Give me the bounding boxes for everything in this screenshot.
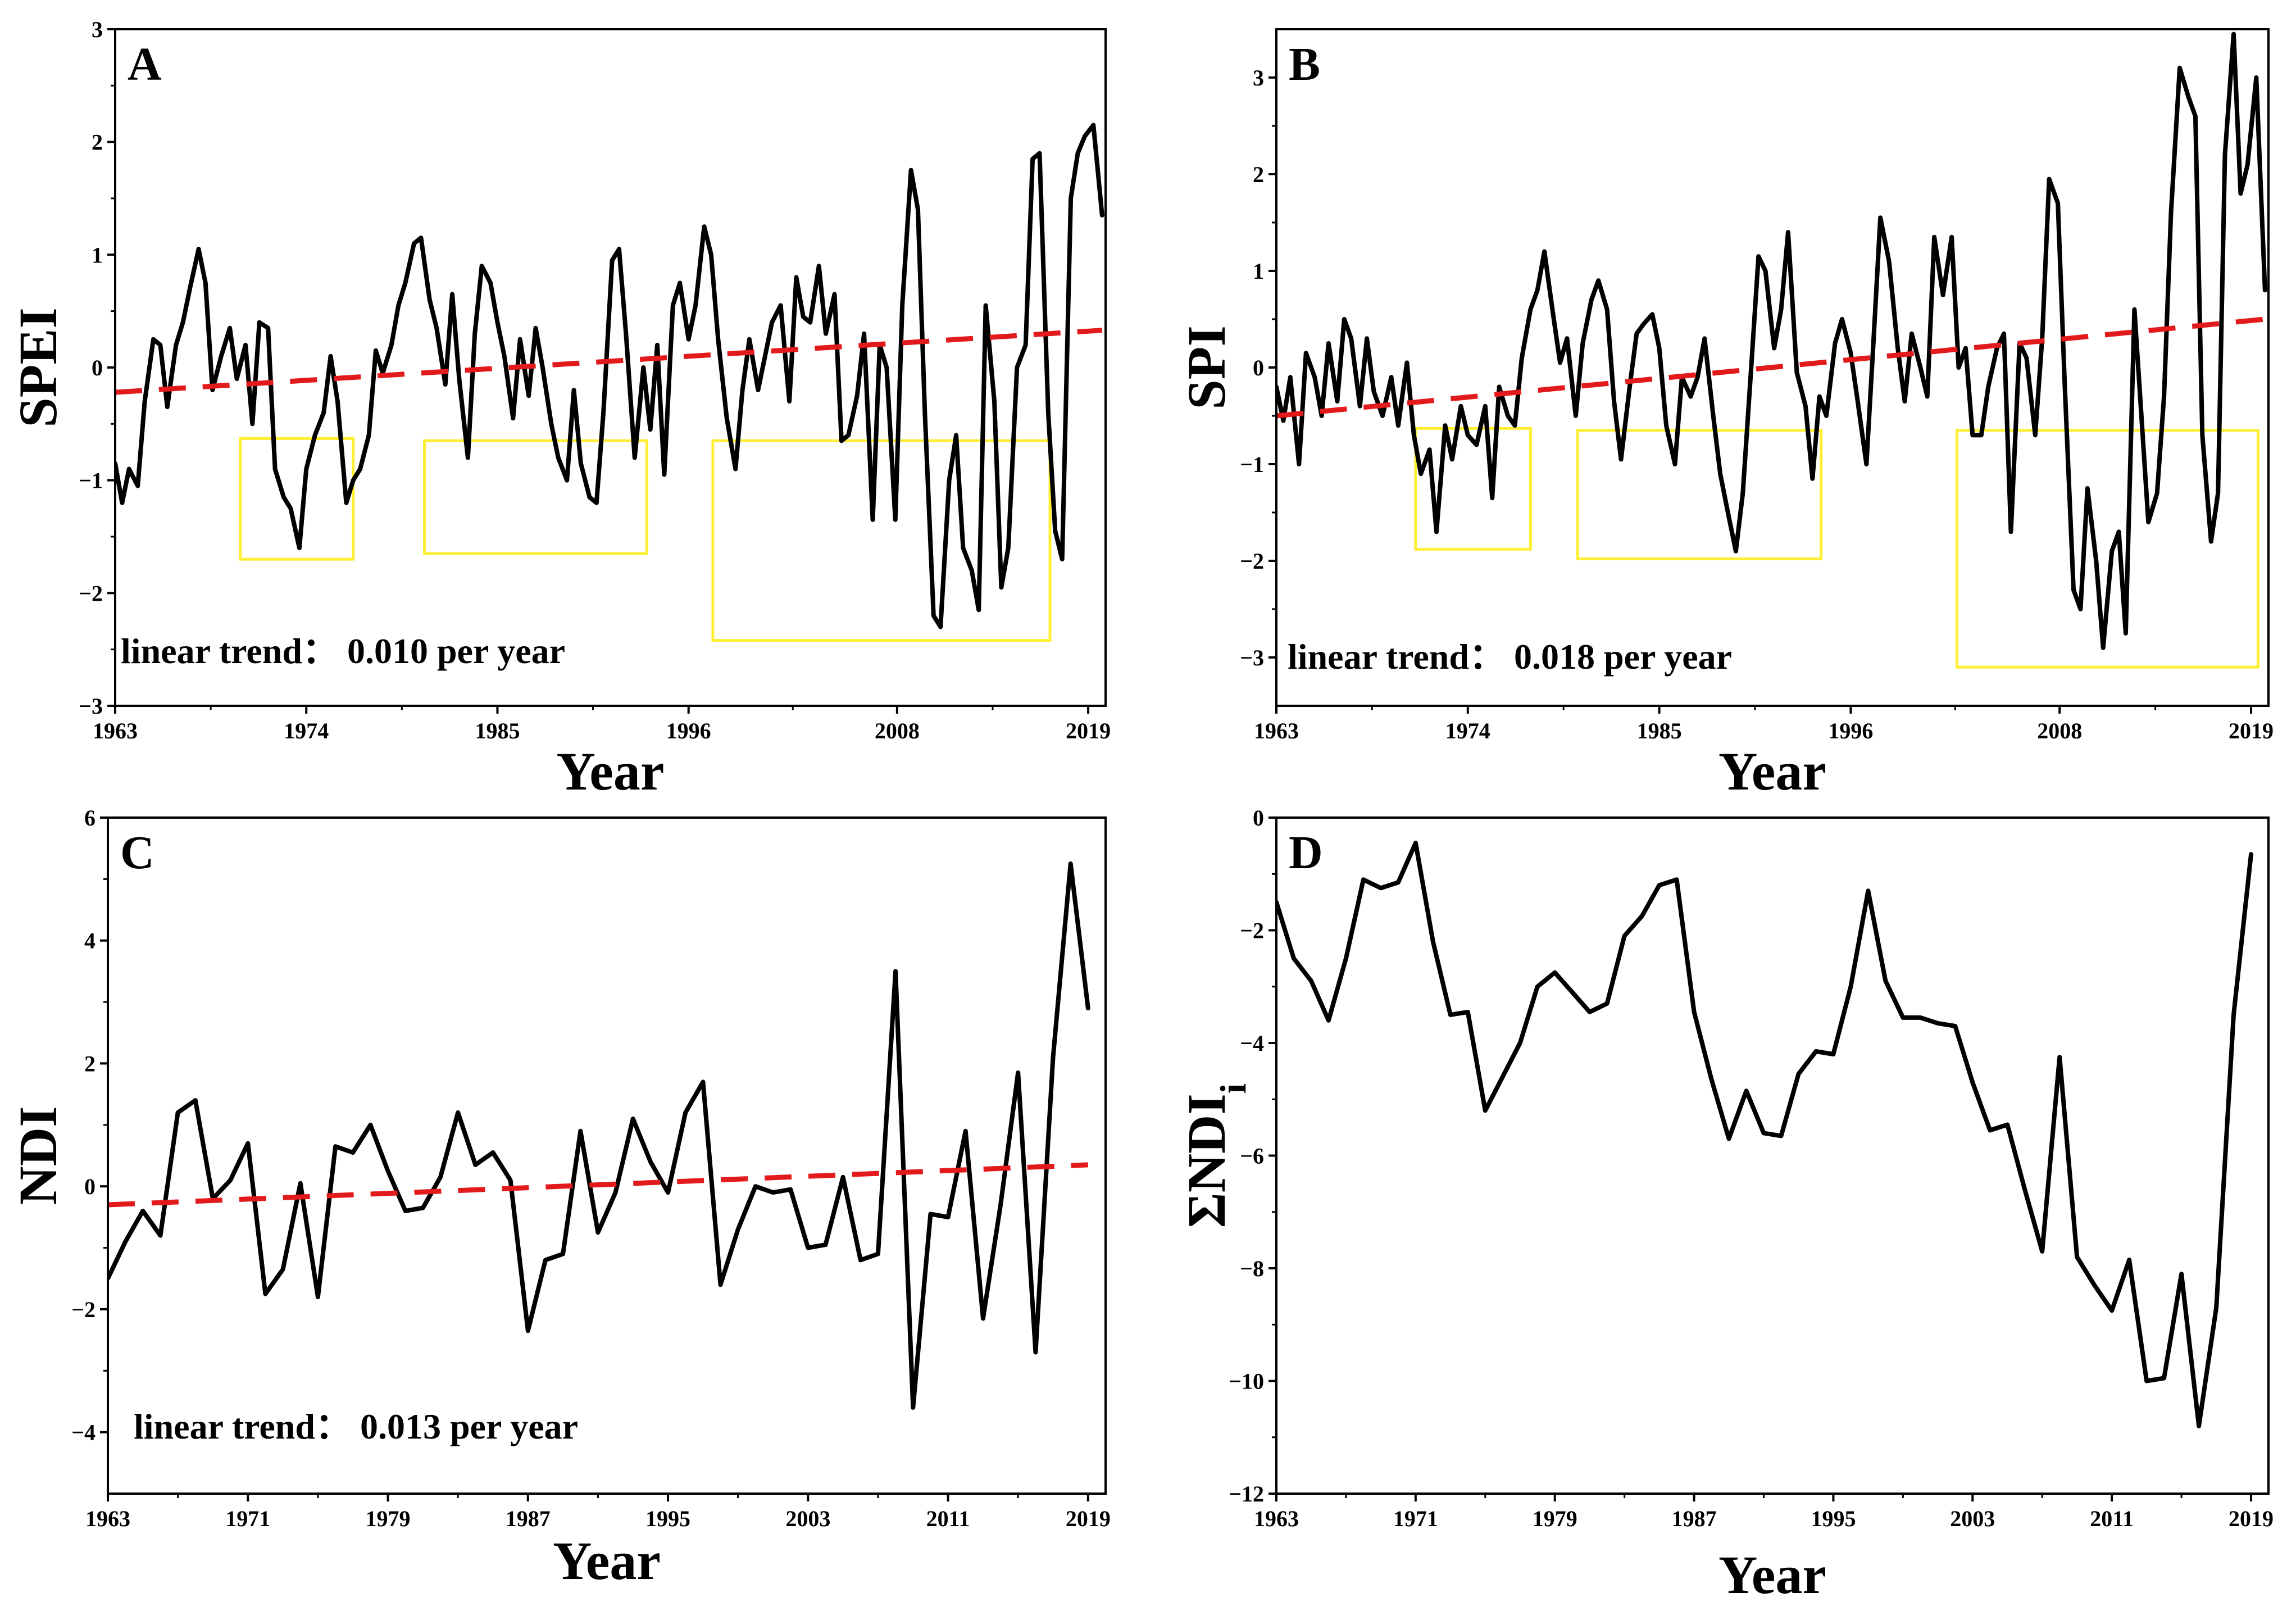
panel-b-x-tick-label: 1963 xyxy=(1254,718,1299,743)
panel-c-x-tick-label: 2003 xyxy=(785,1506,830,1531)
panel-a-y-tick-label: 2 xyxy=(92,130,103,155)
panel-d-y-tick-label: −2 xyxy=(1240,918,1264,943)
panel-a-x-tick-label: 1985 xyxy=(475,718,520,743)
panel-b-highlight-box-3 xyxy=(1955,429,2259,669)
panel-b-y-tick-label: 2 xyxy=(1253,162,1264,187)
panel-c-y-tick-label: −2 xyxy=(71,1297,96,1322)
panel-d-y-tick-label: −4 xyxy=(1240,1031,1264,1056)
panel-c-trend-line xyxy=(108,1162,1089,1208)
panel-b-series-line xyxy=(1276,31,2267,650)
panel-c-x-tick-label: 1971 xyxy=(225,1506,270,1531)
panel-a-x-tick-label: 1996 xyxy=(666,718,711,743)
panel-a-x-tick-label: 1963 xyxy=(93,718,138,743)
panel-c-y-tick-label: 2 xyxy=(84,1051,96,1076)
panel-a-y-tick-label: 1 xyxy=(92,242,103,267)
panel-d-x-tick-label: 1987 xyxy=(1672,1506,1717,1531)
panel-b-y-axis-title: SPI xyxy=(1176,325,1236,409)
panel-c-series-line xyxy=(108,861,1090,1410)
panel-a-y-tick-label: −3 xyxy=(79,693,103,719)
panel-c-y-tick-label: −4 xyxy=(71,1420,96,1445)
panel-a-y-axis-title: SPEI xyxy=(8,307,68,427)
panel-d-y-axis-title-subscript: i xyxy=(1213,1083,1254,1094)
panel-d-x-tick-label: 1971 xyxy=(1393,1506,1438,1531)
panel-a-plot-frame xyxy=(114,28,1107,707)
panel-a-series-line xyxy=(115,123,1104,629)
panel-b-x-tick-label: 1996 xyxy=(1828,718,1873,743)
panel-b-highlight-box-1 xyxy=(1414,427,1532,551)
panel-d-y-tick-label: 0 xyxy=(1253,805,1264,831)
panel-b-x-tick-label: 1974 xyxy=(1445,718,1490,743)
panel-c-y-tick-label: 0 xyxy=(84,1174,96,1199)
panel-b-highlight-box-2 xyxy=(1576,429,1823,561)
panel-d-x-axis-title: Year xyxy=(1718,1545,1826,1605)
panel-b-y-tick-label: 1 xyxy=(1253,258,1264,284)
panel-d-y-tick-label: −12 xyxy=(1229,1481,1264,1507)
panel-b-y-tick-label: −2 xyxy=(1240,548,1264,574)
panel-c-x-tick-label: 1963 xyxy=(85,1506,130,1531)
panel-c-letter: C xyxy=(120,827,154,879)
panel-b-y-tick-label: −3 xyxy=(1240,645,1264,670)
panel-d-x-tick-label: 2003 xyxy=(1950,1506,1995,1531)
panel-b-y-tick-label: 3 xyxy=(1253,65,1264,90)
panel-d-y-tick-label: −6 xyxy=(1240,1144,1264,1169)
panel-d-x-tick-label: 1963 xyxy=(1254,1506,1299,1531)
panel-c: −4 −2 0 2 4 6 1963 1971 1979 1987 1995 2003 2011 2019… xyxy=(8,805,1111,1591)
panel-d-plot-frame xyxy=(1275,816,2270,1495)
panel-b-y-tick-label: −1 xyxy=(1240,452,1264,477)
panel-b-trend-annotation: linear trend： 0.018 per year xyxy=(1288,637,1732,677)
panel-a-y-tick-label: −2 xyxy=(79,580,103,606)
panel-b: −3 −2 −1 0 1 2 3 1963 1974 1985 1996 2008 2019 Year SP… xyxy=(1176,28,2274,801)
panel-a-trend-line xyxy=(115,328,1103,395)
panel-c-y-axis-title: NDI xyxy=(8,1106,68,1205)
panel-b-x-axis-title: Year xyxy=(1718,741,1826,801)
panel-a-trend-annotation: linear trend： 0.010 per year xyxy=(121,631,565,671)
panel-a-highlight-box-1 xyxy=(239,437,355,561)
panel-d: −12 −10 −8 −6 −4 −2 0 1963 1971 1979 1987 1995 2003 2… xyxy=(1176,805,2274,1605)
panel-c-x-tick-label: 1995 xyxy=(645,1506,690,1531)
panel-a: −3 −2 −1 0 1 2 3 1963 1974 1985 1996 2008 2019 Year SP… xyxy=(8,17,1111,801)
panel-c-y-tick-label: 6 xyxy=(84,805,96,831)
panel-b-letter: B xyxy=(1289,38,1320,90)
panel-c-x-tick-label: 1979 xyxy=(366,1506,411,1531)
panel-a-highlight-box-3 xyxy=(711,439,1052,642)
panel-d-letter: D xyxy=(1289,827,1323,879)
panel-d-y-tick-label: −10 xyxy=(1229,1369,1264,1394)
panel-a-x-tick-label: 2008 xyxy=(875,718,920,743)
panel-b-y-tick-label: 0 xyxy=(1253,355,1264,380)
panel-a-x-tick-label: 2019 xyxy=(1066,718,1111,743)
panel-d-series-line xyxy=(1276,841,2253,1428)
panel-a-y-tick-label: −1 xyxy=(79,468,103,493)
panel-d-x-tick-label: 1995 xyxy=(1811,1506,1856,1531)
panel-b-trend-line xyxy=(1276,316,2266,419)
panel-a-x-tick-label: 1974 xyxy=(284,718,329,743)
panel-a-letter: A xyxy=(128,38,162,90)
panel-c-plot-frame xyxy=(107,816,1107,1495)
panel-b-x-tick-label: 1985 xyxy=(1637,718,1682,743)
panel-a-x-axis-title: Year xyxy=(557,741,665,801)
panel-c-x-tick-label: 2011 xyxy=(926,1506,970,1531)
panel-c-y-tick-label: 4 xyxy=(84,928,96,954)
panel-c-trend-annotation: linear trend： 0.013 per year xyxy=(134,1407,578,1446)
panel-c-x-tick-label: 2019 xyxy=(1066,1506,1111,1531)
panel-b-x-tick-label: 2019 xyxy=(2229,718,2274,743)
panel-b-x-tick-label: 2008 xyxy=(2037,718,2082,743)
panel-a-y-tick-label: 0 xyxy=(92,355,103,380)
panel-c-x-tick-label: 1987 xyxy=(506,1506,551,1531)
panel-a-highlight-box-2 xyxy=(423,439,648,555)
panel-a-y-tick-label: 3 xyxy=(92,17,103,42)
panel-d-x-tick-label: 2019 xyxy=(2229,1506,2274,1531)
panel-d-y-tick-label: −8 xyxy=(1240,1256,1264,1281)
panel-c-x-axis-title: Year xyxy=(553,1531,661,1591)
panel-d-x-tick-label: 1979 xyxy=(1533,1506,1577,1531)
panel-d-x-tick-label: 2011 xyxy=(2090,1506,2134,1531)
